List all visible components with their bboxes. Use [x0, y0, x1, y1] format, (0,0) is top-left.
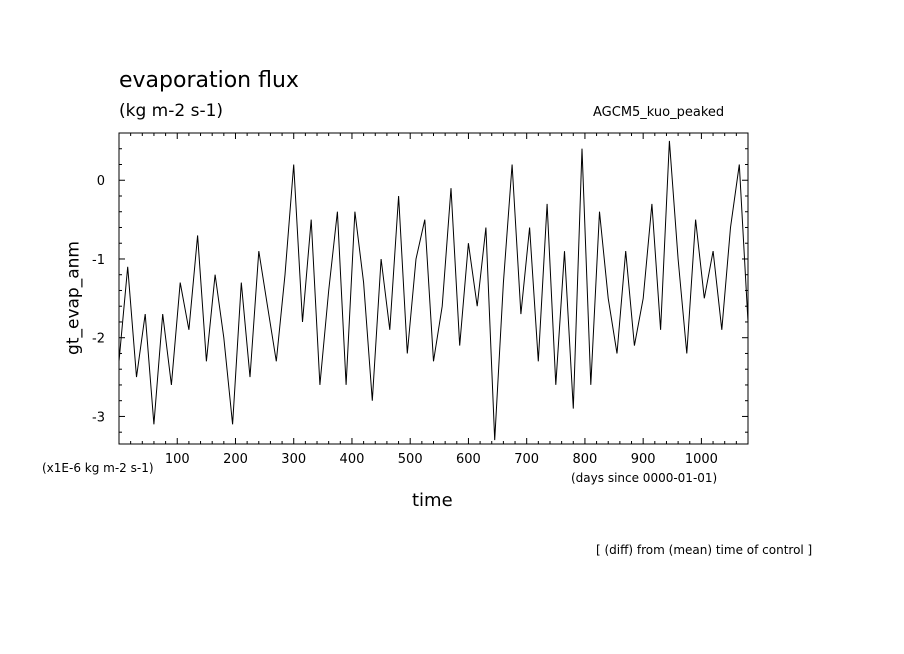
- units-label: (kg m-2 s-1): [119, 101, 224, 121]
- x-axis-label: time: [412, 490, 453, 511]
- x-units-label: (days since 0000-01-01): [571, 471, 718, 485]
- footnote: [ (diff) from (mean) time of control ]: [596, 543, 813, 557]
- tick-layer: 100 200 300 400 500 600 700 800 900 1000 -3 -2 -1 0: [92, 133, 748, 467]
- y-tick-label: -2: [92, 332, 105, 347]
- x-tick-label: 500: [398, 452, 423, 467]
- series-line: [118, 140, 749, 441]
- x-tick-label: 300: [281, 452, 306, 467]
- y-tick-label: -1: [92, 253, 105, 268]
- chart-title: evaporation flux: [119, 68, 299, 93]
- x-tick-label: 200: [223, 452, 248, 467]
- x-tick-label: 700: [514, 452, 539, 467]
- x-tick-label: 900: [631, 452, 656, 467]
- series-layer: [118, 140, 749, 441]
- plot-frame: [118, 132, 749, 445]
- y-tick-label: 0: [97, 174, 105, 189]
- y-tick-label: -3: [92, 410, 105, 425]
- x-tick-label: 100: [165, 452, 190, 467]
- x-tick-label: 1000: [685, 452, 718, 467]
- y-scale-label: (x1E-6 kg m-2 s-1): [42, 461, 154, 475]
- x-tick-label: 800: [573, 452, 598, 467]
- x-tick-label: 600: [456, 452, 481, 467]
- run-label: AGCM5_kuo_peaked: [593, 105, 725, 120]
- x-tick-label: 400: [340, 452, 365, 467]
